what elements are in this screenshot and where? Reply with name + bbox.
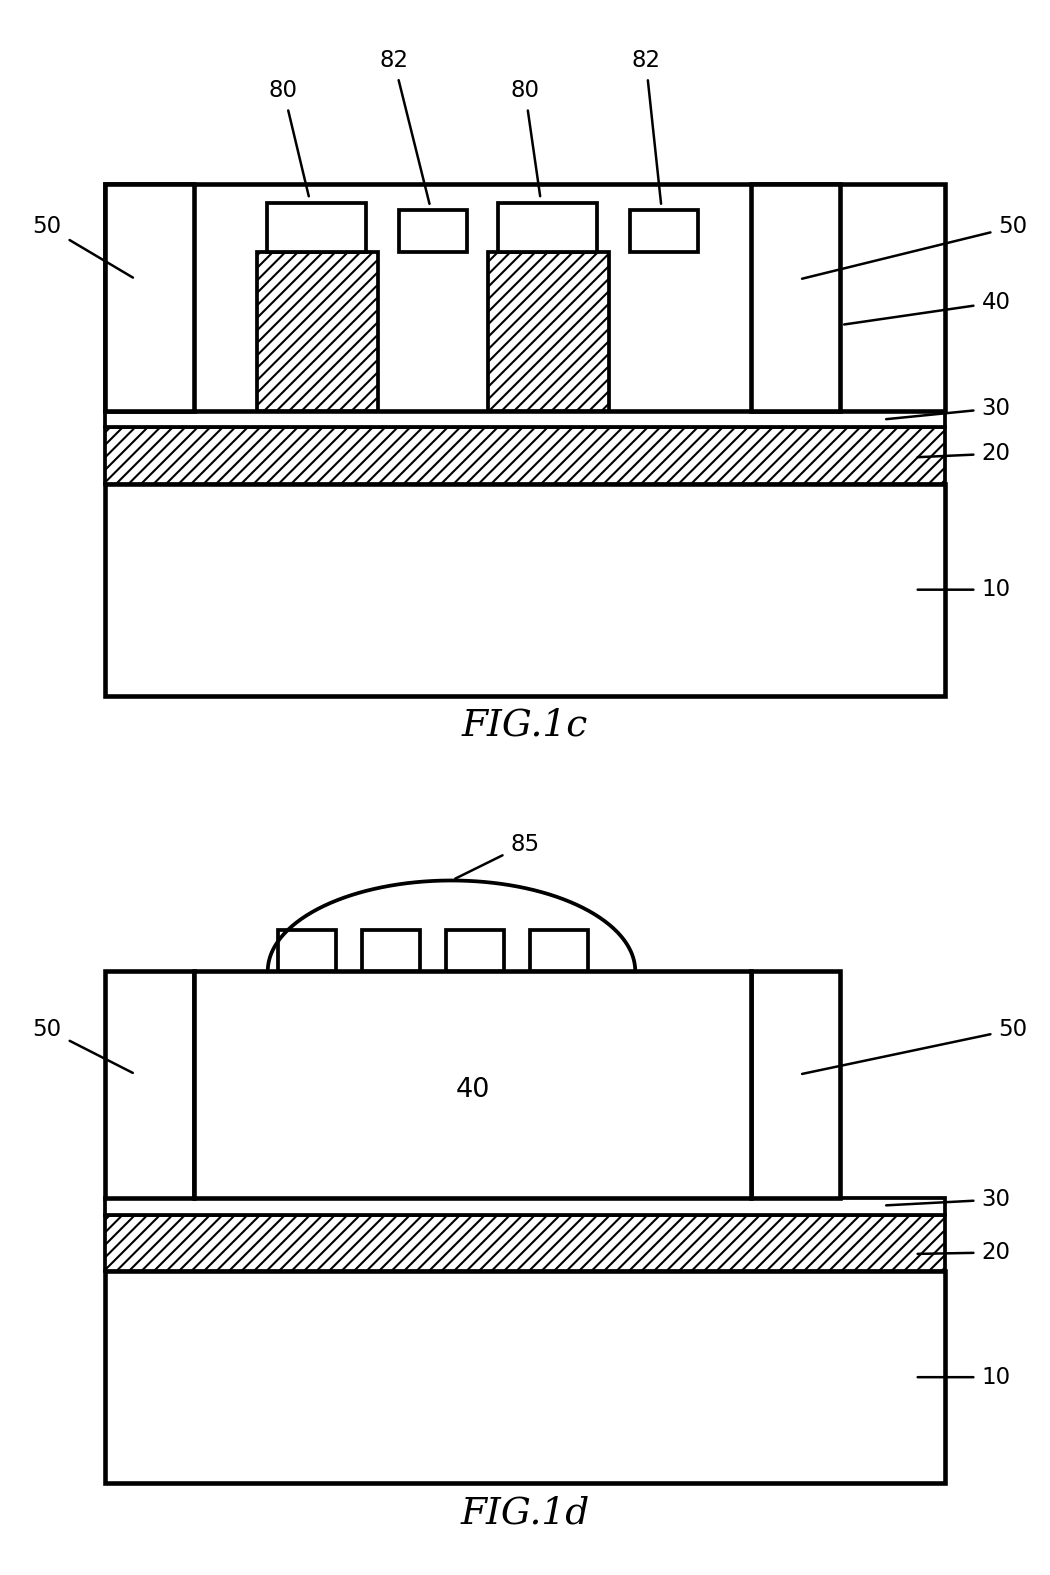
Bar [267,203,366,252]
Bar [105,1214,945,1271]
Bar [105,427,945,484]
Bar [278,929,336,972]
Bar [530,929,588,972]
Text: 50: 50 [33,216,133,277]
Bar [105,1199,945,1214]
Bar [105,484,945,696]
Text: 40: 40 [844,291,1011,324]
Text: 50: 50 [802,216,1028,279]
Bar [105,184,945,411]
Text: 50: 50 [802,1017,1028,1074]
Bar [194,972,751,1199]
Text: 10: 10 [918,578,1011,602]
Bar [488,252,609,411]
Text: 50: 50 [33,1017,132,1073]
Text: 80: 80 [510,79,540,197]
Text: 60: 60 [295,351,324,375]
Bar [257,252,378,411]
Text: 20: 20 [918,443,1011,465]
Bar [446,929,504,972]
Bar [105,972,194,1199]
Text: 40: 40 [456,1077,489,1102]
Bar [362,929,420,972]
Text: 80: 80 [269,79,309,197]
Text: 60: 60 [526,351,555,375]
Text: 85: 85 [456,833,540,879]
Bar [751,972,840,1199]
Text: 82: 82 [379,49,429,203]
Text: FIG.1c: FIG.1c [462,707,588,743]
Bar [498,203,597,252]
Text: FIG.1d: FIG.1d [460,1495,590,1531]
Text: 20: 20 [918,1241,1011,1265]
Text: 10: 10 [918,1366,1011,1389]
Text: 30: 30 [886,397,1011,421]
Bar [751,184,840,411]
Bar [399,209,467,252]
Bar [630,209,698,252]
Text: 30: 30 [886,1188,1011,1211]
Bar [105,1271,945,1484]
Text: 82: 82 [631,49,662,203]
Bar [105,411,945,427]
Bar [105,184,194,411]
